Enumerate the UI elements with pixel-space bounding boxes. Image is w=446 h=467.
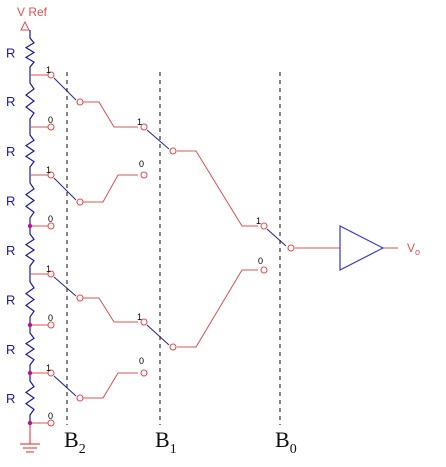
switch-contact (140, 123, 148, 131)
resistor-label: R (6, 94, 15, 109)
b0-label: B0 (275, 427, 297, 457)
switch-contact (169, 147, 177, 155)
bit-label-one: 1 (256, 216, 261, 226)
bit-label-one: 1 (46, 165, 51, 175)
resistor (24, 30, 36, 75)
bit-control-lines (66, 72, 281, 425)
resistor (24, 373, 36, 423)
switch-contact (47, 270, 55, 278)
switch-position-labels: 1 0 1 0 1 0 1 0 1 0 1 0 1 0 (46, 65, 263, 421)
bit-label-one: 1 (137, 117, 142, 127)
bit-label-zero: 0 (258, 256, 263, 266)
resistor-label: R (6, 391, 15, 406)
switch-contact (140, 318, 148, 326)
switch-blade-b2-d (53, 375, 77, 397)
bit-label-zero: 0 (48, 411, 53, 421)
resistor-label: R (6, 243, 15, 258)
bit-label-zero: 0 (48, 313, 53, 323)
switch-contact (260, 266, 268, 274)
resistor-label: R (6, 342, 15, 357)
bit-label-zero: 0 (139, 159, 144, 169)
resistor-labels: R R R R R R R R (6, 46, 15, 407)
switch-contact (287, 244, 295, 252)
resistor (24, 274, 36, 325)
switch-blade-b2-c (53, 276, 77, 297)
resistor (24, 325, 36, 373)
switch-blade-b2-a (53, 77, 77, 101)
ground-icon (20, 424, 40, 453)
tap-wires (30, 74, 48, 424)
resistor-label: R (6, 46, 15, 61)
switch-contact (260, 222, 268, 230)
switch-contact (76, 98, 84, 106)
switch-contact (47, 419, 55, 427)
switch-blade-b1-a (146, 129, 170, 150)
resistor-label: R (6, 194, 15, 209)
bit-label-one: 1 (46, 363, 51, 373)
resistor-label: R (6, 293, 15, 308)
switch-contact (140, 369, 148, 377)
switch-contact (169, 343, 177, 351)
switch-contact (76, 294, 84, 302)
switch-contact (140, 171, 148, 179)
switch-contact (47, 369, 55, 377)
resistor-ladder (24, 30, 36, 423)
switch-blade-b1-b (146, 324, 170, 346)
vref-arrow-icon (20, 20, 30, 31)
switch-blade-b0 (266, 228, 287, 247)
switch-contact (76, 198, 84, 206)
switch-contact (47, 222, 55, 230)
vref-label: V Ref (17, 5, 48, 19)
bit-label-zero: 0 (139, 356, 144, 366)
switch-blade-b2-b (53, 177, 77, 201)
switch-wires (83, 101, 398, 399)
switch-contact (47, 171, 55, 179)
resistor (24, 127, 36, 175)
bit-label-zero: 0 (48, 115, 53, 125)
buffer-amplifier-icon (339, 225, 385, 271)
switch-blades (53, 77, 287, 397)
b2-label: B2 (64, 427, 86, 457)
switch-contact (47, 123, 55, 131)
switch-contacts (47, 71, 295, 427)
switch-contact (47, 71, 55, 79)
vo-label: Vo (407, 241, 420, 257)
resistor (24, 175, 36, 226)
bit-label-one: 1 (46, 264, 51, 274)
switch-contact (47, 321, 55, 329)
resistor-label: R (6, 144, 15, 159)
b1-label: B1 (155, 427, 177, 457)
resistor (25, 75, 35, 127)
bit-label-zero: 0 (48, 214, 53, 224)
switch-contact (76, 394, 84, 402)
bit-label-one: 1 (46, 65, 51, 75)
bit-label-one: 1 (137, 312, 142, 322)
resistor (24, 226, 36, 274)
junction-dots (27, 223, 33, 426)
